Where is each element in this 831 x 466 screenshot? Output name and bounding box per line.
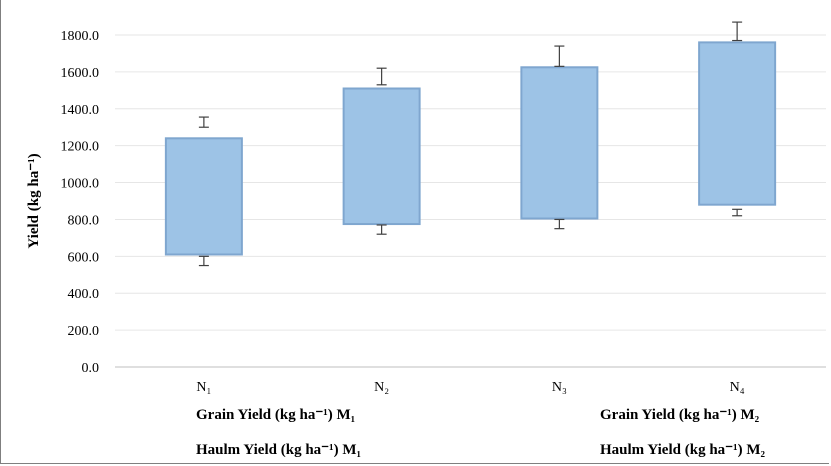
y-tick-label: 0.0 (82, 361, 100, 376)
y-tick-label: 800.0 (68, 213, 100, 228)
yield-box (164, 137, 243, 256)
legend-grain-m2: Grain Yield (kg ha⁻¹) M₂ (600, 407, 760, 423)
box-group (164, 116, 243, 267)
legend-haulm-m1: Haulm Yield (kg ha⁻¹) M₁ (196, 442, 361, 458)
yield-box (342, 87, 421, 226)
box-group (342, 67, 421, 235)
y-tick-label: 1000.0 (61, 177, 100, 192)
x-tick-labels: N₁ N₂ N₃ N₄ (196, 380, 744, 395)
y-tick-label: 1800.0 (61, 29, 100, 44)
y-tick-label: 1200.0 (61, 140, 100, 155)
y-tick-label: 400.0 (68, 287, 100, 302)
legend-grain-m1: Grain Yield (kg ha⁻¹) M₁ (196, 407, 355, 423)
x-tick-label: N₃ (552, 380, 567, 395)
y-tick-label: 1600.0 (61, 66, 100, 81)
boxes (164, 21, 777, 267)
yield-box (520, 66, 599, 220)
y-tick-label: 1400.0 (61, 103, 100, 118)
x-tick-label: N₄ (730, 380, 745, 395)
box-group (520, 45, 599, 230)
y-tick-label: 200.0 (68, 324, 100, 339)
y-tick-labels: 0.0 200.0 400.0 600.0 800.0 1000.0 1200.0 1400.… (61, 29, 100, 376)
legend-haulm-m2: Haulm Yield (kg ha⁻¹) M₂ (600, 442, 765, 458)
yield-box (698, 41, 777, 206)
box-group (698, 21, 777, 217)
x-tick-label: N₂ (374, 380, 389, 395)
y-tick-label: 600.0 (68, 250, 100, 265)
x-tick-label: N₁ (196, 380, 211, 395)
y-axis-label: Yield (kg ha⁻¹) (26, 153, 42, 248)
